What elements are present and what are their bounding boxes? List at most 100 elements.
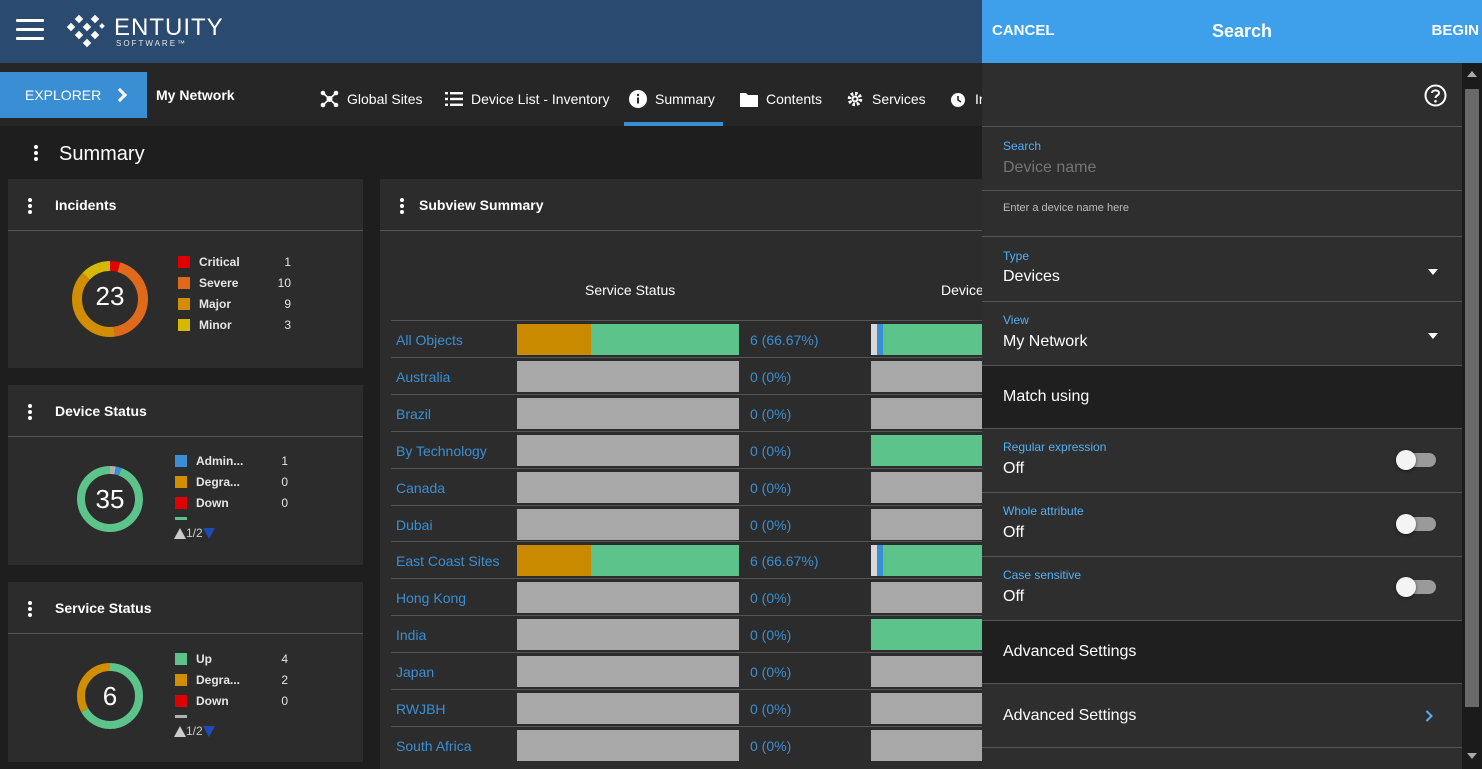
legend-item[interactable]: Degra... 0 xyxy=(175,474,288,490)
donut-segment[interactable] xyxy=(72,261,148,337)
tab-incidents[interactable]: Ir xyxy=(949,72,984,126)
service-status-value-link[interactable]: 0 (0%) xyxy=(750,405,792,422)
kebab-menu-icon[interactable] xyxy=(28,601,32,619)
service-status-value-link[interactable]: 0 (0%) xyxy=(750,479,792,496)
service-status-value-link[interactable]: 0 (0%) xyxy=(750,701,792,717)
hamburger-menu-icon[interactable] xyxy=(16,19,44,41)
service-status-bar[interactable] xyxy=(517,434,739,466)
kebab-menu-icon[interactable] xyxy=(28,404,32,422)
device-status-bar[interactable] xyxy=(871,582,982,614)
legend-item[interactable]: Severe 10 xyxy=(178,275,291,291)
donut-segment[interactable] xyxy=(77,663,143,729)
caret-down-icon[interactable] xyxy=(1428,269,1438,275)
service-status-value-link[interactable]: 0 (0%) xyxy=(750,442,792,459)
caret-down-icon[interactable] xyxy=(1428,333,1438,339)
view-select[interactable]: View My Network xyxy=(982,302,1462,366)
subview-name-link[interactable]: Australia xyxy=(396,368,451,385)
service-status-value-link[interactable]: 0 (0%) xyxy=(750,590,792,607)
service-status-bar[interactable] xyxy=(517,360,739,392)
begin-button[interactable]: BEGIN xyxy=(1431,22,1479,39)
legend-pager[interactable]: 1/2 xyxy=(174,526,215,540)
subview-name-link[interactable]: Dubai xyxy=(396,516,433,533)
tab-global-sites[interactable]: Global Sites xyxy=(320,72,422,126)
service-status-value-link[interactable]: 6 (66.67%) xyxy=(750,553,819,570)
device-status-bar[interactable] xyxy=(871,360,982,392)
subview-name-link[interactable]: Brazil xyxy=(396,405,432,422)
service-status-value-link[interactable]: 0 (0%) xyxy=(750,516,792,533)
device-status-bar[interactable] xyxy=(871,656,982,688)
legend-item[interactable]: Up 4 xyxy=(175,651,288,667)
donut-segment[interactable] xyxy=(72,261,148,337)
device-status-bar[interactable] xyxy=(871,545,982,577)
search-field-row[interactable]: Search xyxy=(982,127,1462,191)
legend-item[interactable]: Minor 3 xyxy=(178,317,291,333)
help-circle-icon[interactable] xyxy=(1424,84,1447,107)
tab-summary[interactable]: Summary xyxy=(629,72,715,126)
pager-up-icon[interactable] xyxy=(174,527,186,539)
service-status-value-link[interactable]: 0 (0%) xyxy=(750,368,792,385)
device-status-bar[interactable] xyxy=(871,508,982,540)
scroll-up-arrow-icon[interactable] xyxy=(1467,71,1477,77)
type-select[interactable]: Type Devices xyxy=(982,237,1462,302)
scrollbar-thumb[interactable] xyxy=(1465,89,1479,707)
search-input[interactable] xyxy=(1003,157,1433,179)
subview-name-link[interactable]: East Coast Sites xyxy=(396,553,500,570)
service-status-bar[interactable] xyxy=(517,656,739,688)
service-status-bar[interactable] xyxy=(517,397,739,429)
subview-name-link[interactable]: South Africa xyxy=(396,737,472,754)
service-status-bar[interactable] xyxy=(517,471,739,503)
tab-contents[interactable]: Contents xyxy=(740,72,822,126)
pager-up-icon[interactable] xyxy=(174,725,186,737)
device-status-bar[interactable] xyxy=(871,324,982,355)
service-status-bar[interactable] xyxy=(517,582,739,614)
donut-segment[interactable] xyxy=(77,466,143,532)
device-status-bar[interactable] xyxy=(871,434,982,466)
tab-device-list-inventory[interactable]: Device List - Inventory xyxy=(445,72,610,126)
subview-name-link[interactable]: All Objects xyxy=(396,332,463,348)
incidents-donut-chart[interactable] xyxy=(70,259,150,339)
legend-item[interactable]: Admin... 1 xyxy=(175,453,288,469)
legend-item[interactable]: Down 0 xyxy=(175,495,288,511)
advanced-settings-link[interactable]: Advanced Settings xyxy=(982,684,1462,748)
service-status-value-link[interactable]: 0 (0%) xyxy=(750,737,792,754)
device-status-bar[interactable] xyxy=(871,619,982,651)
pager-down-icon[interactable] xyxy=(202,725,215,737)
service-status-value-link[interactable]: 0 (0%) xyxy=(750,664,792,681)
legend-pager[interactable]: 1/2 xyxy=(174,724,215,738)
service-status-value-link[interactable]: 0 (0%) xyxy=(750,627,792,644)
service-status-bar[interactable] xyxy=(517,729,739,761)
device-status-bar[interactable] xyxy=(871,471,982,503)
device-status-bar[interactable] xyxy=(871,693,982,724)
subview-name-link[interactable]: By Technology xyxy=(396,442,487,459)
service-status-bar[interactable] xyxy=(517,508,739,540)
subview-name-link[interactable]: India xyxy=(396,627,427,644)
subview-name-link[interactable]: RWJBH xyxy=(396,701,446,717)
legend-item[interactable]: Degra... 2 xyxy=(175,672,288,688)
subview-name-link[interactable]: Canada xyxy=(396,479,446,496)
donut-segment[interactable] xyxy=(72,261,148,337)
kebab-menu-icon[interactable] xyxy=(34,145,38,163)
case-sensitive-toggle[interactable] xyxy=(1396,577,1436,597)
explorer-button[interactable]: EXPLORER xyxy=(0,72,147,118)
service-status-donut-chart[interactable] xyxy=(75,661,145,731)
cancel-button[interactable]: CANCEL xyxy=(992,22,1055,39)
subview-name-link[interactable]: Japan xyxy=(396,664,435,681)
service-status-value-link[interactable]: 6 (66.67%) xyxy=(750,332,819,348)
service-status-bar[interactable] xyxy=(517,324,739,355)
kebab-menu-icon[interactable] xyxy=(400,198,404,216)
regex-toggle[interactable] xyxy=(1396,450,1436,470)
whole-attribute-toggle[interactable] xyxy=(1396,514,1436,534)
pager-down-icon[interactable] xyxy=(202,527,215,539)
device-status-bar[interactable] xyxy=(871,729,982,761)
legend-item[interactable]: Major 9 xyxy=(178,296,291,312)
legend-item[interactable]: Critical 1 xyxy=(178,254,291,270)
service-status-bar[interactable] xyxy=(517,545,739,577)
legend-item[interactable]: Down 0 xyxy=(175,693,288,709)
subview-name-link[interactable]: Hong Kong xyxy=(396,590,467,607)
service-status-bar[interactable] xyxy=(517,693,739,724)
scroll-down-arrow-icon[interactable] xyxy=(1467,753,1477,759)
scrollbar[interactable] xyxy=(1462,63,1482,769)
service-status-bar[interactable] xyxy=(517,619,739,651)
tab-services[interactable]: Services xyxy=(846,72,926,126)
device-status-bar[interactable] xyxy=(871,397,982,429)
